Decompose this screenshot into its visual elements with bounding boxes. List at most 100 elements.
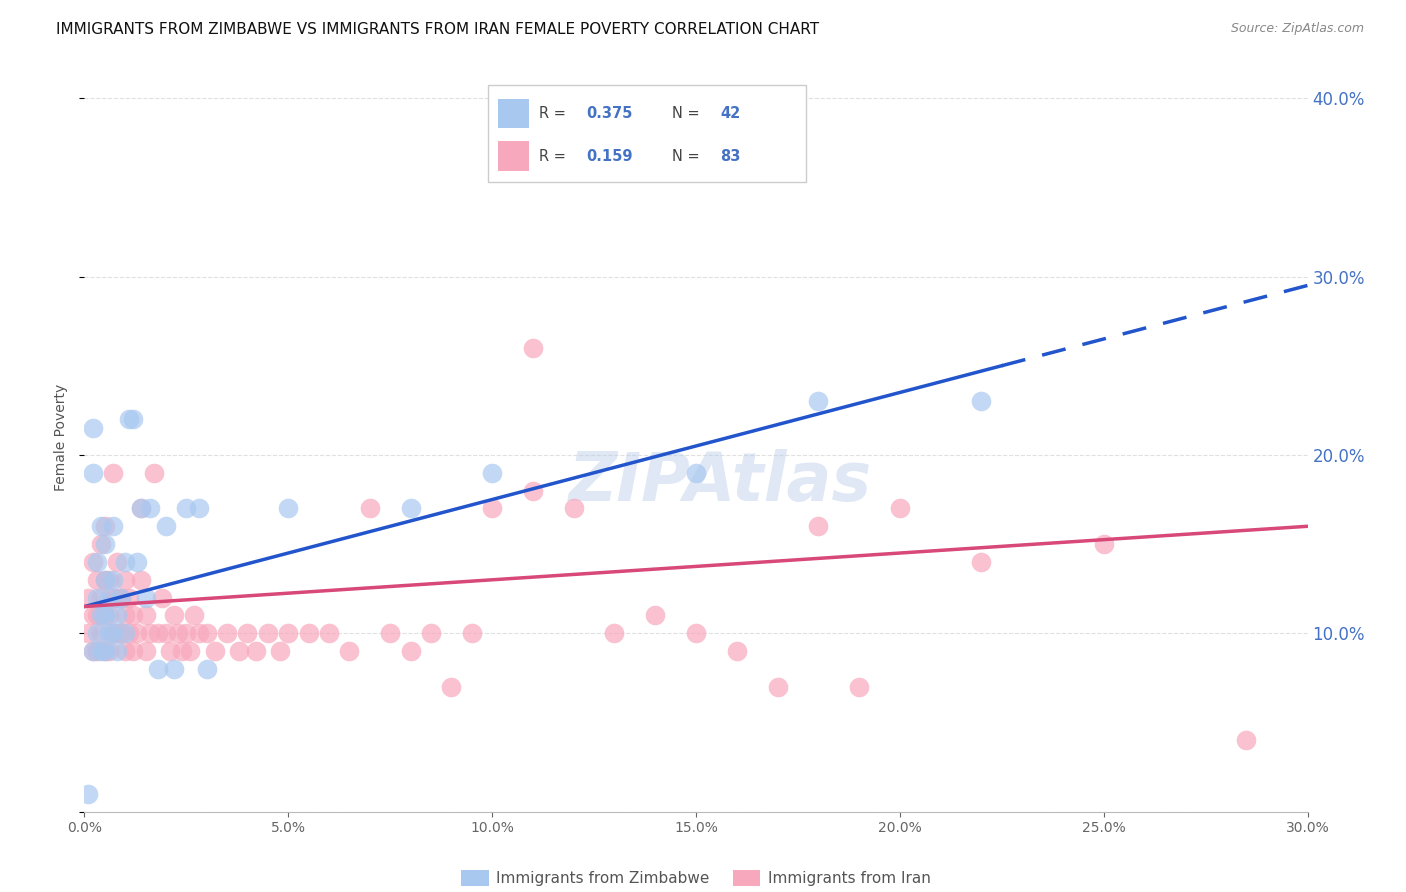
Point <box>135 644 157 658</box>
Point <box>725 644 748 658</box>
Point <box>93 573 115 587</box>
Point <box>135 591 157 605</box>
Point <box>93 519 115 533</box>
Point <box>86 608 108 623</box>
Point <box>155 626 177 640</box>
Point <box>217 626 239 640</box>
Point <box>807 394 830 409</box>
Point <box>114 608 136 623</box>
Point <box>101 466 124 480</box>
Point <box>807 519 830 533</box>
Point <box>1092 537 1115 551</box>
Point <box>159 644 181 658</box>
Point <box>150 591 173 605</box>
Point <box>93 644 115 658</box>
Point <box>142 466 165 480</box>
Point <box>118 591 141 605</box>
Point <box>848 680 870 694</box>
Point <box>86 573 108 587</box>
Point <box>82 608 104 623</box>
Y-axis label: Female Poverty: Female Poverty <box>55 384 69 491</box>
Point <box>86 626 108 640</box>
Point <box>146 626 169 640</box>
Point <box>138 626 160 640</box>
Point <box>228 644 250 658</box>
Point <box>1236 733 1258 747</box>
Point <box>105 555 128 569</box>
Point <box>97 573 120 587</box>
Point <box>163 662 186 676</box>
Point <box>399 501 422 516</box>
Point <box>131 501 153 516</box>
Text: ZIPAtlas: ZIPAtlas <box>569 449 872 515</box>
Point <box>440 680 463 694</box>
Point <box>277 501 299 516</box>
Point <box>118 412 141 426</box>
Text: IMMIGRANTS FROM ZIMBABWE VS IMMIGRANTS FROM IRAN FEMALE POVERTY CORRELATION CHAR: IMMIGRANTS FROM ZIMBABWE VS IMMIGRANTS F… <box>56 22 820 37</box>
Point <box>204 644 226 658</box>
Point <box>82 644 104 658</box>
Point <box>420 626 443 640</box>
Point <box>114 626 136 640</box>
Point <box>90 537 112 551</box>
Point <box>163 608 186 623</box>
Point <box>187 626 209 640</box>
Point <box>889 501 911 516</box>
Point <box>77 626 100 640</box>
Point <box>97 626 120 640</box>
Point <box>110 591 132 605</box>
Point <box>86 555 108 569</box>
Point <box>257 626 280 640</box>
Point <box>685 626 707 640</box>
Point <box>179 644 201 658</box>
Point <box>380 626 402 640</box>
Point <box>114 573 136 587</box>
Point <box>110 626 132 640</box>
Point <box>187 501 209 516</box>
Point <box>146 662 169 676</box>
Point <box>138 501 160 516</box>
Point <box>298 626 321 640</box>
Point <box>277 626 299 640</box>
Point <box>339 644 361 658</box>
Point <box>644 608 666 623</box>
Point <box>155 519 177 533</box>
Point <box>522 483 544 498</box>
Point <box>131 501 153 516</box>
Point <box>90 519 112 533</box>
Point <box>101 591 124 605</box>
Point <box>86 591 108 605</box>
Point <box>359 501 381 516</box>
Point <box>970 555 993 569</box>
Point <box>105 626 128 640</box>
Point <box>101 626 124 640</box>
Point <box>195 662 218 676</box>
Point <box>82 555 104 569</box>
Point <box>122 412 145 426</box>
Point <box>685 466 707 480</box>
Point <box>481 501 503 516</box>
Text: Source: ZipAtlas.com: Source: ZipAtlas.com <box>1230 22 1364 36</box>
Point <box>97 644 120 658</box>
Point <box>167 626 190 640</box>
Point <box>101 519 124 533</box>
Point <box>135 608 157 623</box>
Point <box>105 608 128 623</box>
Point <box>105 591 128 605</box>
Point <box>90 644 112 658</box>
Point <box>122 608 145 623</box>
Point <box>77 591 100 605</box>
Point <box>603 626 626 640</box>
Point <box>93 608 115 623</box>
Point <box>82 466 104 480</box>
Point <box>131 573 153 587</box>
Point <box>127 555 149 569</box>
Point <box>562 501 585 516</box>
Point <box>90 626 112 640</box>
Point <box>93 608 115 623</box>
Point <box>174 501 197 516</box>
Point <box>105 644 128 658</box>
Point <box>174 626 197 640</box>
Point <box>110 591 132 605</box>
Point <box>183 608 205 623</box>
